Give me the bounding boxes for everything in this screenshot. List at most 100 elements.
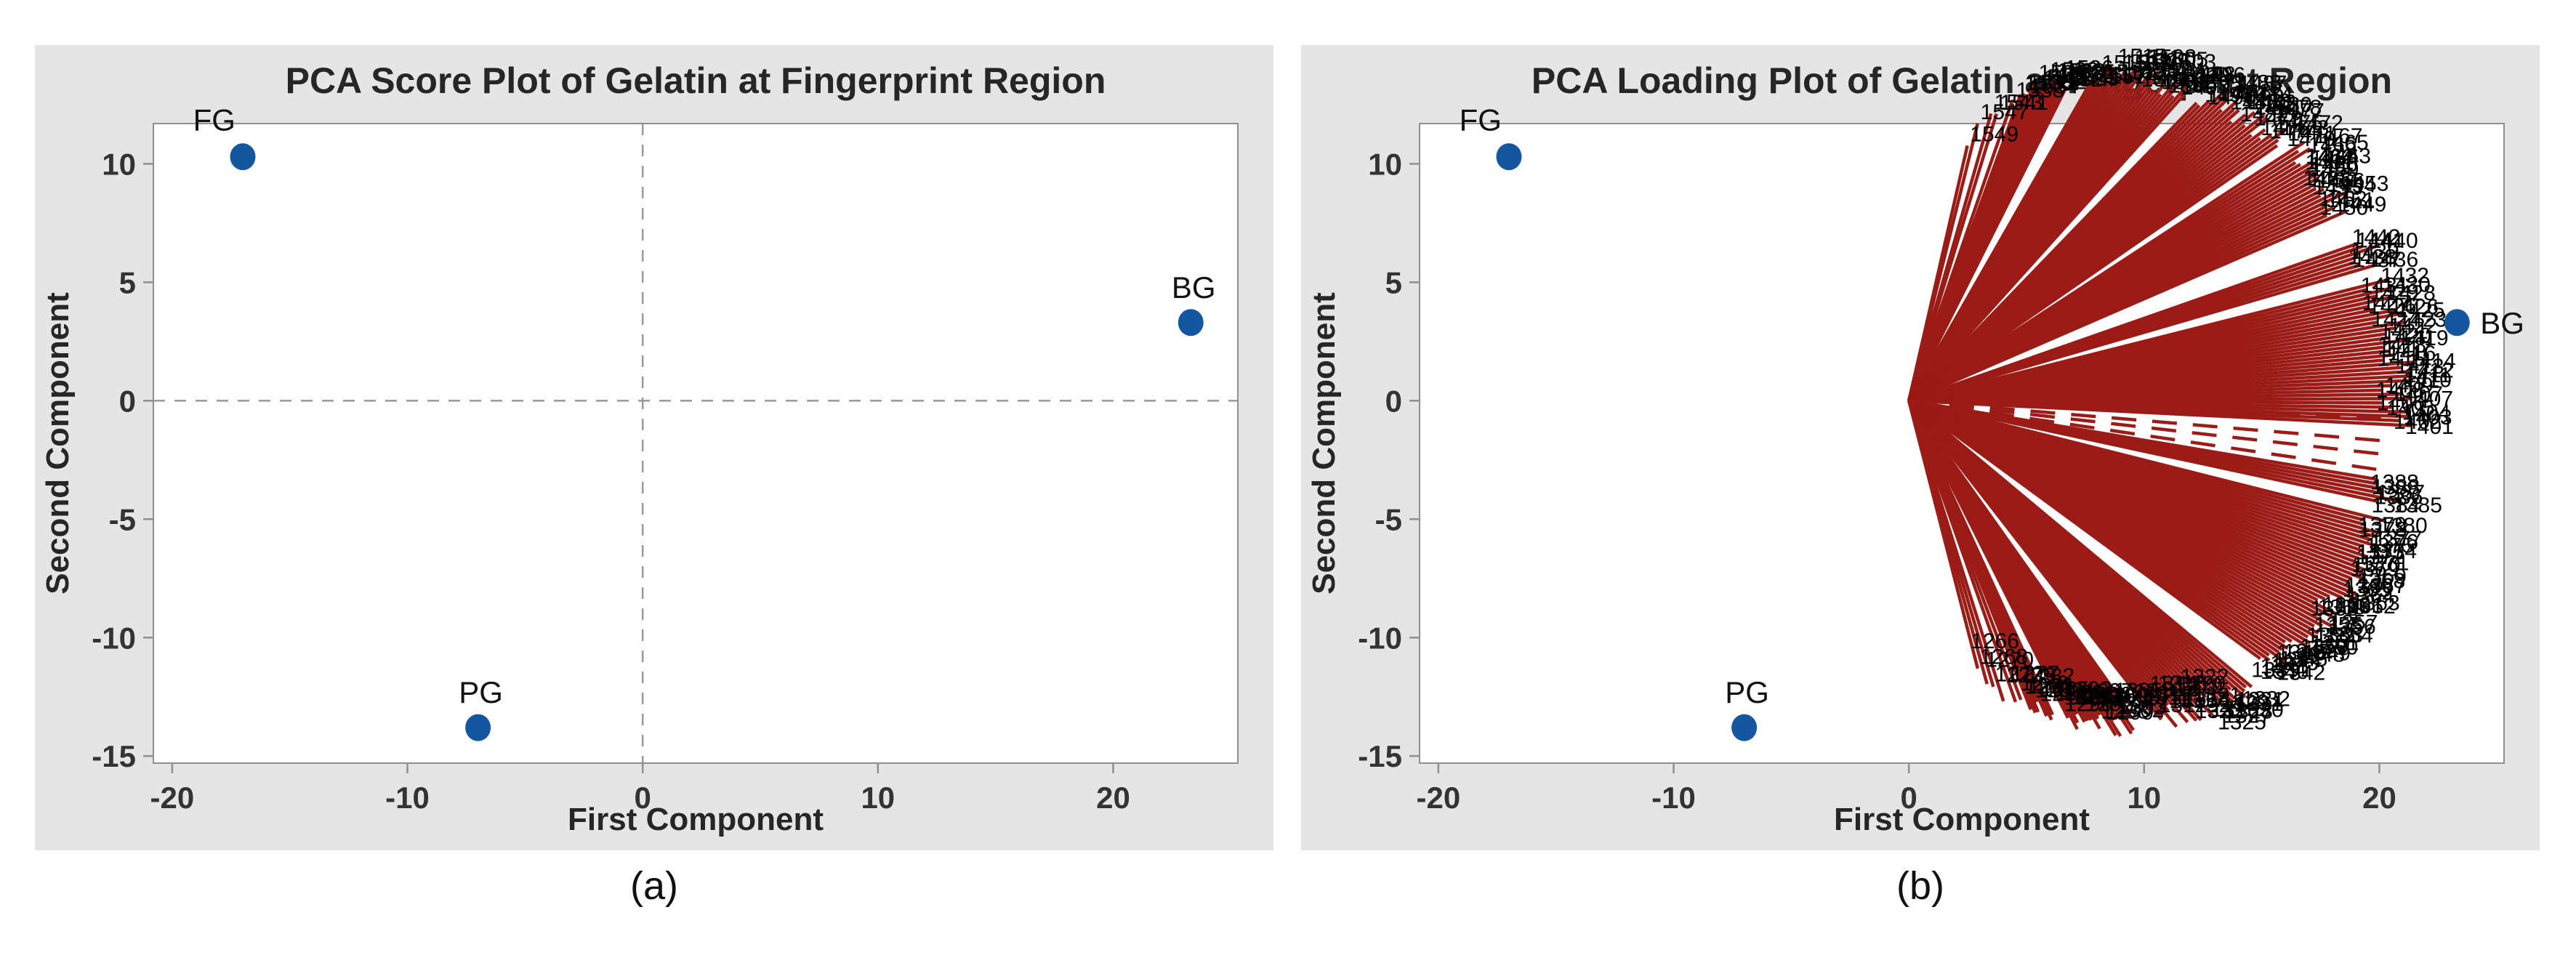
svg-text:1498: 1498 [2187,63,2236,86]
svg-text:1362: 1362 [2347,595,2396,618]
svg-text:1359: 1359 [2317,595,2366,619]
svg-text:1503: 1503 [2168,50,2216,74]
svg-text:1470: 1470 [2287,127,2335,151]
svg-text:1402: 1402 [2394,410,2442,434]
svg-text:1280: 1280 [2024,674,2073,698]
svg-text:1484: 1484 [2245,83,2293,107]
svg-text:1416: 1416 [2388,342,2436,366]
svg-text:1486: 1486 [2235,80,2284,104]
svg-text:1436: 1436 [2370,248,2418,272]
svg-text:1312: 1312 [2159,693,2207,717]
svg-text:1420: 1420 [2383,324,2431,348]
data-point-BG [2444,309,2470,337]
svg-text:1407: 1407 [2394,382,2443,406]
svg-text:1313: 1313 [2150,677,2199,701]
svg-text:1266: 1266 [1971,629,2019,653]
svg-text:1457: 1457 [2309,168,2357,192]
svg-text:1529: 1529 [2051,64,2100,88]
svg-text:1518: 1518 [2102,51,2151,75]
svg-text:1371: 1371 [2361,551,2410,575]
svg-text:1388: 1388 [2371,475,2420,499]
svg-text:1357: 1357 [2330,611,2378,635]
svg-text:1532: 1532 [2038,70,2087,94]
svg-text:1479: 1479 [2254,106,2303,130]
svg-text:1501: 1501 [2170,65,2219,89]
svg-text:1533: 1533 [2038,61,2087,85]
svg-text:1461: 1461 [2306,150,2354,174]
svg-text:1464: 1464 [2311,147,2359,171]
svg-text:1543: 1543 [1995,91,2043,115]
svg-text:1534: 1534 [2030,74,2079,98]
svg-text:1348: 1348 [2296,643,2345,667]
svg-text:1466: 1466 [2309,133,2357,157]
svg-text:1442: 1442 [2352,225,2401,249]
svg-text:1363: 1363 [2351,592,2400,616]
svg-text:1296: 1296 [2083,682,2132,706]
svg-text:1410: 1410 [2403,368,2452,392]
svg-text:1426: 1426 [2368,294,2417,318]
y-tick-label: -15 [92,739,136,773]
svg-text:1342: 1342 [2277,661,2326,685]
svg-text:1467: 1467 [2314,124,2363,148]
point-label-BG: BG [2480,306,2524,340]
svg-text:1279: 1279 [2021,672,2069,696]
svg-text:1525: 1525 [2066,60,2115,84]
x-tick-label: -10 [1651,781,1696,815]
svg-text:1403: 1403 [2404,406,2452,430]
svg-text:1354: 1354 [2325,624,2373,648]
svg-text:1427: 1427 [2362,291,2411,315]
svg-text:1350: 1350 [2300,635,2348,659]
svg-text:1531: 1531 [2043,66,2092,90]
svg-text:1352: 1352 [2306,624,2355,648]
x-tick-label: 0 [1901,781,1917,815]
y-axis-label: Second Component [1306,292,1342,595]
svg-text:1421: 1421 [2380,320,2428,344]
svg-text:1293: 1293 [2074,684,2122,708]
svg-text:1482: 1482 [2240,102,2289,126]
svg-text:1406: 1406 [2377,392,2426,416]
svg-text:1510: 1510 [2134,53,2183,77]
svg-text:1339: 1339 [2251,658,2300,682]
svg-text:1419: 1419 [2400,326,2449,350]
x-tick-label: -10 [385,781,430,815]
svg-text:1475: 1475 [2274,111,2323,135]
svg-text:1356: 1356 [2327,615,2376,639]
svg-text:1376: 1376 [2370,531,2418,555]
svg-text:1505: 1505 [2160,48,2208,72]
svg-text:1500: 1500 [2168,73,2217,97]
y-tick-label: -10 [1358,621,1402,655]
y-tick-label: -5 [109,502,136,536]
y-axis-ticks: 10 5 0 -5 -10 -15 [1358,147,1420,773]
svg-text:1323: 1323 [2195,699,2244,723]
svg-text:1350: 1350 [2310,636,2359,660]
svg-text:1476: 1476 [2261,116,2309,140]
chart-title: PCA Score Plot of Gelatin at Fingerprint… [286,60,1106,101]
svg-text:1432: 1432 [2380,264,2429,288]
svg-text:1408: 1408 [2376,378,2425,402]
svg-text:1462: 1462 [2306,145,2354,169]
svg-text:1361: 1361 [2335,594,2383,618]
y-tick-label: 5 [1385,265,1402,299]
x-tick-label: 20 [2362,781,2396,815]
svg-text:1300: 1300 [2099,685,2148,709]
y-tick-label: -5 [1375,502,1402,536]
svg-text:1291: 1291 [2064,686,2113,710]
caption-b: (b) [1896,864,1944,908]
plot-area [153,124,1238,763]
y-tick-label: 0 [1385,384,1402,418]
x-tick-label: 0 [635,781,651,815]
svg-text:1284: 1284 [2040,682,2088,706]
svg-text:1412: 1412 [2405,359,2454,383]
svg-text:1375: 1375 [2365,533,2414,557]
svg-text:1456: 1456 [2317,169,2365,193]
svg-text:1487: 1487 [2239,71,2287,95]
svg-text:1415: 1415 [2378,347,2426,371]
svg-text:1428: 1428 [2387,281,2436,305]
svg-text:1430: 1430 [2382,273,2431,297]
svg-text:1512: 1512 [2120,62,2168,86]
svg-text:1325: 1325 [2218,710,2266,734]
data-point-PG [1731,714,1758,741]
svg-text:1326: 1326 [2210,698,2259,722]
svg-text:1439: 1439 [2351,240,2399,264]
svg-text:1299: 1299 [2105,701,2154,725]
